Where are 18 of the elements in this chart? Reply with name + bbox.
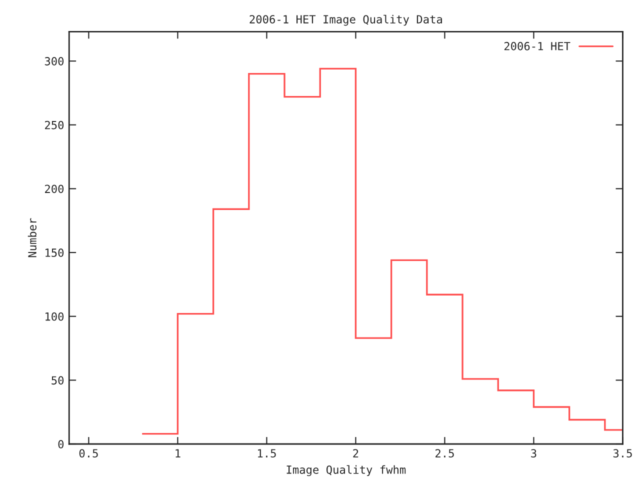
x-tick-label: 0.5	[79, 449, 98, 458]
x-tick-label: 3.5	[613, 449, 632, 458]
y-axis-title: Number	[28, 218, 36, 258]
x-tick-label: 1	[176, 449, 180, 458]
x-axis-title: Image Quality fwhm	[286, 465, 406, 476]
y-tick-label: 100	[46, 312, 64, 321]
y-tick-label: 50	[52, 376, 64, 385]
chart-title: 2006-1 HET Image Quality Data	[250, 14, 442, 26]
x-tick-label: 1.5	[258, 449, 276, 458]
x-tick-label: 2.5	[436, 449, 454, 458]
legend-label: 2006-1 HET	[504, 42, 570, 50]
x-tick-label: 3	[531, 449, 536, 458]
y-tick-label: 0	[58, 440, 64, 448]
y-tick-label: 300	[44, 57, 64, 66]
y-tick-label: 250	[45, 120, 64, 130]
y-tick-label: 150	[46, 248, 64, 257]
y-tick-label: 200	[45, 184, 64, 194]
x-tick-label: 2	[353, 449, 358, 458]
